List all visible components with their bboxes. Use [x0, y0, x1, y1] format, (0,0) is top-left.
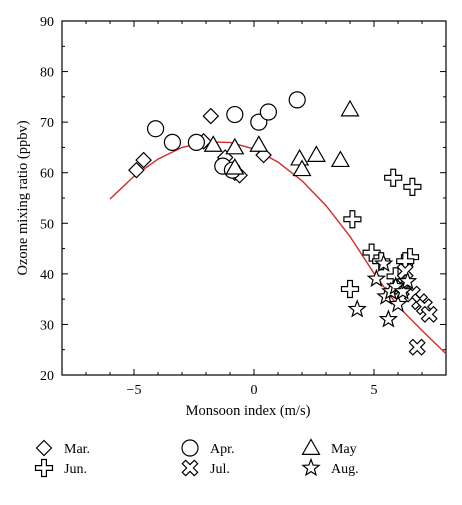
data-point-star: [378, 309, 399, 328]
plus-marker: [384, 168, 403, 187]
star-marker: [378, 309, 399, 328]
y-tick-label: 80: [40, 66, 54, 81]
data-point-star: [388, 293, 408, 313]
legend-marker-plus: [34, 458, 54, 478]
data-point-diamond: [202, 107, 220, 125]
diamond-marker: [35, 439, 53, 457]
axes-layer: [61, 20, 447, 376]
data-point-triangle: [203, 135, 223, 152]
data-point-triangle: [306, 145, 326, 162]
data-point-star: [366, 268, 387, 288]
x-axis-title: Monsoon index (m/s): [186, 403, 311, 419]
circle-marker: [187, 133, 205, 151]
legend-label: May: [331, 442, 357, 457]
points-layer: [128, 91, 438, 356]
data-point-diamond: [128, 161, 145, 179]
y-tick-label: 60: [40, 167, 54, 182]
data-point-star: [347, 299, 367, 318]
x-marker: [420, 305, 438, 323]
legend-marker-triangle: [301, 438, 321, 455]
diamond-marker: [128, 161, 145, 179]
triangle-marker: [290, 148, 310, 166]
circle-marker: [163, 133, 181, 151]
legend-label: Jul.: [210, 462, 230, 477]
y-tick-label: 50: [40, 217, 54, 232]
x-marker: [408, 338, 426, 356]
triangle-marker: [292, 159, 312, 177]
x-tick-label: 5: [371, 383, 378, 398]
data-point-star: [397, 271, 418, 290]
star-marker: [347, 299, 367, 318]
circle-marker: [288, 91, 306, 109]
legend-label: Mar.: [64, 442, 90, 457]
x-tick-label: −5: [127, 383, 142, 398]
data-point-plus: [384, 168, 403, 187]
data-point-star: [393, 281, 413, 300]
data-point-triangle: [225, 137, 245, 155]
y-axis-title: Ozone mixing ratio (ppbv): [15, 120, 31, 275]
y-tick-label: 90: [40, 15, 54, 30]
data-point-circle: [226, 105, 244, 124]
circle-marker: [259, 103, 277, 121]
star-marker: [373, 253, 394, 272]
star-marker: [397, 271, 418, 290]
legend-label: Apr.: [210, 442, 235, 457]
triangle-marker: [203, 135, 223, 152]
data-point-plus: [403, 177, 422, 196]
legend-label: Jun.: [64, 462, 87, 477]
data-point-star: [373, 253, 394, 272]
star-marker: [366, 268, 387, 288]
legend-marker-diamond: [35, 439, 53, 457]
data-point-triangle: [292, 159, 312, 177]
triangle-marker: [301, 438, 321, 455]
data-point-triangle: [249, 135, 269, 152]
data-point-x: [420, 305, 438, 323]
circle-marker: [226, 105, 244, 124]
triangle-marker: [249, 135, 269, 152]
circle-marker: [181, 439, 199, 457]
data-point-circle: [163, 133, 181, 151]
data-point-triangle: [225, 157, 245, 175]
legend-label: Aug.: [331, 462, 359, 477]
star-marker: [393, 281, 413, 300]
data-point-triangle: [330, 150, 350, 168]
legend: Mar. Apr. May Jun. Jul. Aug.: [34, 438, 359, 478]
legend-marker-x: [181, 459, 199, 477]
data-point-circle: [147, 120, 165, 138]
star-marker: [388, 293, 408, 313]
star-marker: [301, 457, 321, 477]
data-point-plus: [340, 279, 360, 299]
plus-marker: [340, 279, 360, 299]
plus-marker: [343, 210, 362, 229]
x-tick-label: 0: [251, 383, 258, 398]
y-tick-label: 30: [40, 318, 54, 333]
data-point-circle: [187, 133, 205, 151]
triangle-marker: [306, 145, 326, 162]
triangle-marker: [225, 137, 245, 155]
y-tick-label: 20: [40, 369, 54, 384]
diamond-marker: [202, 107, 220, 125]
triangle-marker: [330, 150, 350, 168]
data-point-triangle: [340, 99, 360, 117]
axis-text-layer: 20 30 40 50 60 70 80 90 −5 0 5 Monsoon index (m/s) O…: [15, 15, 378, 419]
plus-marker: [403, 177, 422, 196]
triangle-marker: [225, 157, 245, 175]
data-point-circle: [288, 91, 306, 109]
plus-marker: [34, 458, 54, 478]
x-marker: [181, 459, 199, 477]
data-point-circle: [259, 103, 277, 121]
data-point-plus: [343, 210, 362, 229]
circle-marker: [147, 120, 165, 138]
diamond-marker: [135, 151, 152, 169]
y-tick-label: 40: [40, 268, 54, 283]
data-point-diamond: [135, 151, 152, 169]
legend-marker-circle: [181, 439, 199, 457]
y-tick-label: 70: [40, 116, 54, 131]
data-point-triangle: [290, 148, 310, 166]
legend-marker-star: [301, 457, 321, 477]
triangle-marker: [340, 99, 360, 117]
data-point-x: [408, 338, 426, 356]
